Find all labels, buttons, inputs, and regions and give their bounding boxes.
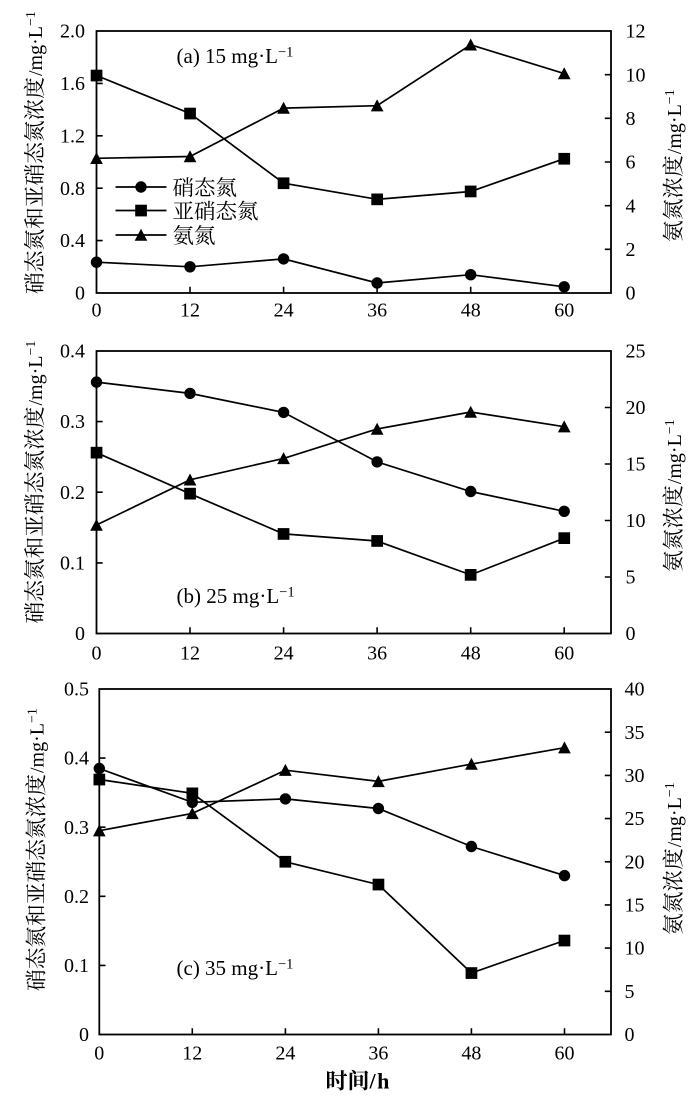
svg-text:/mg·L−1: /mg·L−1 [24, 11, 47, 76]
svg-text:1.2: 1.2 [60, 125, 85, 147]
svg-text:0: 0 [92, 300, 102, 322]
svg-text:/mg·L−1: /mg·L−1 [663, 89, 686, 154]
svg-text:25: 25 [625, 808, 645, 830]
svg-text:10: 10 [625, 938, 645, 960]
svg-text:0.4: 0.4 [60, 341, 85, 363]
svg-text:0: 0 [75, 623, 85, 645]
svg-text:20: 20 [625, 851, 645, 873]
svg-text:35: 35 [625, 722, 645, 744]
svg-text:10: 10 [626, 64, 646, 86]
svg-text:36: 36 [367, 300, 387, 322]
svg-text:5: 5 [626, 567, 636, 589]
svg-text:10: 10 [626, 510, 646, 532]
svg-text:0.2: 0.2 [64, 886, 89, 908]
svg-text:12: 12 [182, 1043, 202, 1065]
svg-text:2.0: 2.0 [60, 21, 85, 43]
svg-text:12: 12 [180, 643, 200, 665]
svg-text:0.3: 0.3 [64, 817, 89, 839]
svg-text:0.1: 0.1 [60, 553, 85, 575]
svg-text:36: 36 [367, 643, 387, 665]
svg-text:4: 4 [626, 195, 636, 217]
svg-text:0.2: 0.2 [60, 482, 85, 504]
svg-text:30: 30 [625, 765, 645, 787]
svg-text:36: 36 [368, 1043, 388, 1065]
svg-text:20: 20 [626, 397, 646, 419]
svg-text:/mg·L−1: /mg·L−1 [663, 782, 686, 847]
svg-text:(b) 25 mg·L−1: (b) 25 mg·L−1 [177, 584, 295, 608]
svg-text:48: 48 [461, 300, 481, 322]
svg-text:6: 6 [626, 152, 636, 174]
svg-text:0.4: 0.4 [64, 748, 89, 770]
svg-text:5: 5 [625, 981, 635, 1003]
svg-text:/h: /h [369, 1069, 391, 1094]
svg-text:60: 60 [555, 1043, 575, 1065]
svg-text:60: 60 [554, 300, 574, 322]
svg-text:0: 0 [626, 623, 636, 645]
svg-text:0: 0 [79, 1024, 89, 1046]
svg-text:0.8: 0.8 [60, 178, 85, 200]
svg-text:0: 0 [625, 1024, 635, 1046]
svg-text:(a) 15 mg·L−1: (a) 15 mg·L−1 [177, 44, 294, 68]
svg-text:0.3: 0.3 [60, 411, 85, 433]
svg-text:25: 25 [626, 341, 646, 363]
svg-text:24: 24 [274, 643, 294, 665]
svg-text:/mg·L−1: /mg·L−1 [663, 419, 686, 484]
svg-text:0: 0 [92, 643, 102, 665]
svg-text:24: 24 [275, 1043, 295, 1065]
svg-text:/mg·L−1: /mg·L−1 [24, 341, 47, 406]
svg-text:15: 15 [625, 895, 645, 917]
svg-text:1.6: 1.6 [60, 73, 85, 95]
svg-text:0: 0 [94, 1043, 104, 1065]
svg-text:40: 40 [625, 679, 645, 701]
svg-text:12: 12 [626, 21, 646, 43]
svg-text:2: 2 [626, 239, 636, 261]
svg-text:0: 0 [75, 283, 85, 305]
svg-text:0.4: 0.4 [60, 230, 85, 252]
svg-text:0.1: 0.1 [64, 955, 89, 977]
svg-text:12: 12 [180, 300, 200, 322]
svg-text:24: 24 [274, 300, 294, 322]
svg-text:0.5: 0.5 [64, 679, 89, 701]
svg-text:(c) 35 mg·L−1: (c) 35 mg·L−1 [177, 956, 294, 980]
svg-text:48: 48 [461, 1043, 481, 1065]
svg-text:0: 0 [626, 283, 636, 305]
svg-text:60: 60 [554, 643, 574, 665]
svg-text:8: 8 [626, 108, 636, 130]
svg-text:48: 48 [461, 643, 481, 665]
svg-text:15: 15 [626, 454, 646, 476]
svg-text:/mg·L−1: /mg·L−1 [26, 708, 49, 773]
